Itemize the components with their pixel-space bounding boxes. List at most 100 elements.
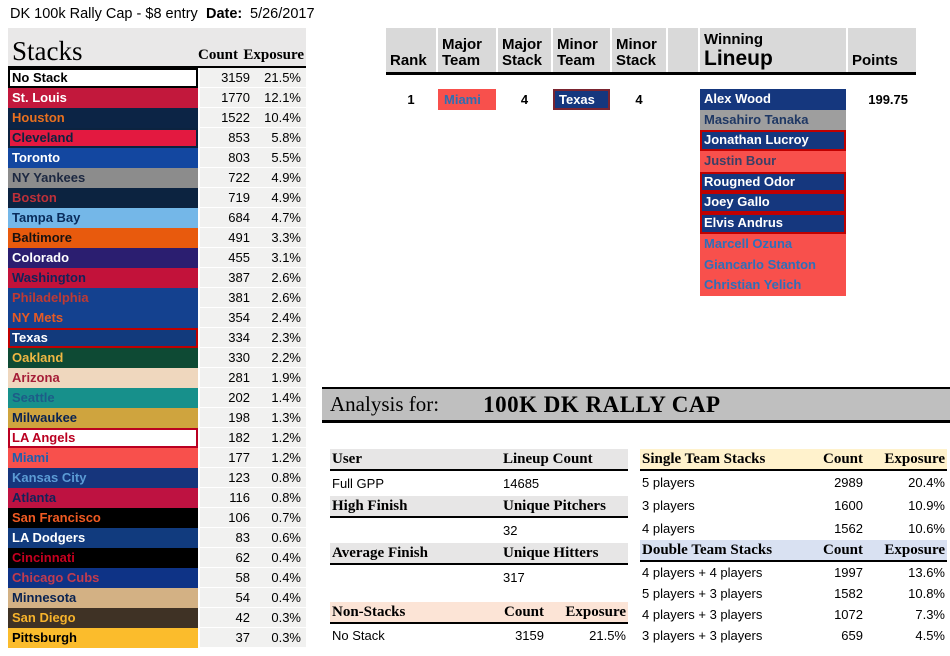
team-cell[interactable]: Houston bbox=[8, 108, 198, 128]
exposure-cell[interactable]: 0.8% bbox=[271, 490, 301, 505]
exposure-cell[interactable]: 0.6% bbox=[271, 530, 301, 545]
lineup-player-cell[interactable]: Rougned Odor bbox=[700, 171, 846, 193]
count-cell[interactable]: 1770 bbox=[221, 90, 250, 105]
team-cell[interactable]: Philadelphia bbox=[8, 288, 198, 308]
team-cell[interactable]: Texas bbox=[8, 328, 198, 348]
count-cell[interactable]: 177 bbox=[228, 450, 250, 465]
date-value[interactable]: 5/26/2017 bbox=[250, 6, 315, 22]
exposure-cell[interactable]: 1.2% bbox=[271, 430, 301, 445]
team-cell[interactable]: Kansas City bbox=[8, 468, 198, 488]
count-cell[interactable]: 722 bbox=[228, 170, 250, 185]
major-team-cell[interactable]: Miami bbox=[438, 89, 496, 110]
count-cell[interactable]: 54 bbox=[235, 590, 250, 605]
exposure-cell[interactable]: 4.9% bbox=[271, 170, 301, 185]
count-cell[interactable]: 202 bbox=[228, 390, 250, 405]
team-cell[interactable]: Minnesota bbox=[8, 588, 198, 608]
exposure-cell[interactable]: 10.9% bbox=[908, 498, 945, 513]
exposure-cell[interactable]: 0.4% bbox=[271, 590, 301, 605]
exposure-cell[interactable]: 21.5% bbox=[589, 627, 626, 643]
rank-cell[interactable]: 1 bbox=[407, 92, 415, 107]
team-cell[interactable]: No Stack bbox=[8, 68, 198, 88]
lineup-player-cell[interactable]: Masahiro Tanaka bbox=[700, 109, 846, 131]
team-cell[interactable]: Tampa Bay bbox=[8, 208, 198, 228]
exposure-cell[interactable]: 13.6% bbox=[908, 565, 945, 580]
exposure-cell[interactable]: 1.3% bbox=[271, 410, 301, 425]
exposure-cell[interactable]: 5.5% bbox=[271, 150, 301, 165]
lineup-player-cell[interactable]: Giancarlo Stanton bbox=[700, 254, 846, 276]
lineup-player-cell[interactable]: Joey Gallo bbox=[700, 192, 846, 214]
count-cell[interactable]: 281 bbox=[228, 370, 250, 385]
count-cell[interactable]: 1072 bbox=[834, 607, 863, 622]
points-cell[interactable]: 199.75 bbox=[868, 92, 908, 107]
exposure-cell[interactable]: 10.8% bbox=[908, 586, 945, 601]
lineup-player-cell[interactable]: Alex Wood bbox=[700, 89, 846, 110]
unique-pitchers-value[interactable]: 32 bbox=[503, 523, 518, 538]
count-cell[interactable]: 853 bbox=[228, 130, 250, 145]
lineup-player-cell[interactable]: Jonathan Lucroy bbox=[700, 130, 846, 152]
count-cell[interactable]: 106 bbox=[228, 510, 250, 525]
team-cell[interactable]: Chicago Cubs bbox=[8, 568, 198, 588]
count-cell[interactable]: 182 bbox=[228, 430, 250, 445]
exposure-cell[interactable]: 4.7% bbox=[271, 210, 301, 225]
count-cell[interactable]: 1600 bbox=[834, 498, 863, 513]
team-cell[interactable]: San Diego bbox=[8, 608, 198, 628]
team-cell[interactable]: LA Dodgers bbox=[8, 528, 198, 548]
team-cell[interactable]: St. Louis bbox=[8, 88, 198, 108]
team-cell[interactable]: Oakland bbox=[8, 348, 198, 368]
exposure-cell[interactable]: 10.6% bbox=[908, 521, 945, 536]
count-cell[interactable]: 381 bbox=[228, 290, 250, 305]
count-cell[interactable]: 1562 bbox=[834, 521, 863, 536]
minor-stack-cell[interactable]: 4 bbox=[635, 92, 643, 107]
count-cell[interactable]: 83 bbox=[235, 530, 250, 545]
stack-type-label[interactable]: 4 players + 3 players bbox=[642, 607, 763, 622]
lineup-count-value[interactable]: 14685 bbox=[503, 476, 540, 491]
exposure-cell[interactable]: 21.5% bbox=[264, 70, 301, 85]
count-cell[interactable]: 334 bbox=[228, 330, 250, 345]
count-cell[interactable]: 2989 bbox=[834, 475, 863, 490]
exposure-cell[interactable]: 20.4% bbox=[908, 475, 945, 490]
team-cell[interactable]: Pittsburgh bbox=[8, 628, 198, 648]
exposure-cell[interactable]: 2.6% bbox=[271, 270, 301, 285]
team-cell[interactable]: Miami bbox=[8, 448, 198, 468]
team-cell[interactable]: Milwaukee bbox=[8, 408, 198, 428]
exposure-cell[interactable]: 0.4% bbox=[271, 550, 301, 565]
team-cell[interactable]: San Francisco bbox=[8, 508, 198, 528]
minor-team-cell[interactable]: Texas bbox=[553, 89, 610, 110]
exposure-cell[interactable]: 3.1% bbox=[271, 250, 301, 265]
exposure-cell[interactable]: 2.2% bbox=[271, 350, 301, 365]
count-cell[interactable]: 387 bbox=[228, 270, 250, 285]
team-cell[interactable]: Cincinnati bbox=[8, 548, 198, 568]
team-cell[interactable]: Baltimore bbox=[8, 228, 198, 248]
stack-type-label[interactable]: 3 players + 3 players bbox=[642, 628, 763, 643]
user-value[interactable]: Full GPP bbox=[332, 476, 385, 491]
lineup-player-cell[interactable]: Justin Bour bbox=[700, 151, 846, 172]
stack-type-label[interactable]: 5 players bbox=[642, 475, 695, 490]
count-cell[interactable]: 3159 bbox=[515, 627, 544, 643]
count-cell[interactable]: 719 bbox=[228, 190, 250, 205]
exposure-cell[interactable]: 0.7% bbox=[271, 510, 301, 525]
team-cell[interactable]: Washington bbox=[8, 268, 198, 288]
exposure-cell[interactable]: 5.8% bbox=[271, 130, 301, 145]
count-cell[interactable]: 684 bbox=[228, 210, 250, 225]
exposure-cell[interactable]: 1.2% bbox=[271, 450, 301, 465]
exposure-cell[interactable]: 1.4% bbox=[271, 390, 301, 405]
exposure-cell[interactable]: 3.3% bbox=[271, 230, 301, 245]
exposure-cell[interactable]: 12.1% bbox=[264, 90, 301, 105]
count-cell[interactable]: 58 bbox=[235, 570, 250, 585]
count-cell[interactable]: 491 bbox=[228, 230, 250, 245]
team-cell[interactable]: Arizona bbox=[8, 368, 198, 388]
exposure-cell[interactable]: 0.3% bbox=[271, 610, 301, 625]
stack-type-label[interactable]: 3 players bbox=[642, 498, 695, 513]
exposure-cell[interactable]: 2.3% bbox=[271, 330, 301, 345]
team-cell[interactable]: Cleveland bbox=[8, 128, 198, 148]
count-cell[interactable]: 116 bbox=[229, 490, 250, 505]
team-cell[interactable]: Atlanta bbox=[8, 488, 198, 508]
count-cell[interactable]: 3159 bbox=[221, 70, 250, 85]
major-stack-cell[interactable]: 4 bbox=[520, 92, 529, 107]
exposure-cell[interactable]: 4.5% bbox=[915, 628, 945, 643]
lineup-player-cell[interactable]: Marcell Ozuna bbox=[700, 233, 846, 255]
count-cell[interactable]: 198 bbox=[228, 410, 250, 425]
stack-type-label[interactable]: No Stack bbox=[332, 627, 385, 643]
team-cell[interactable]: NY Yankees bbox=[8, 168, 198, 188]
count-cell[interactable]: 42 bbox=[235, 610, 250, 625]
